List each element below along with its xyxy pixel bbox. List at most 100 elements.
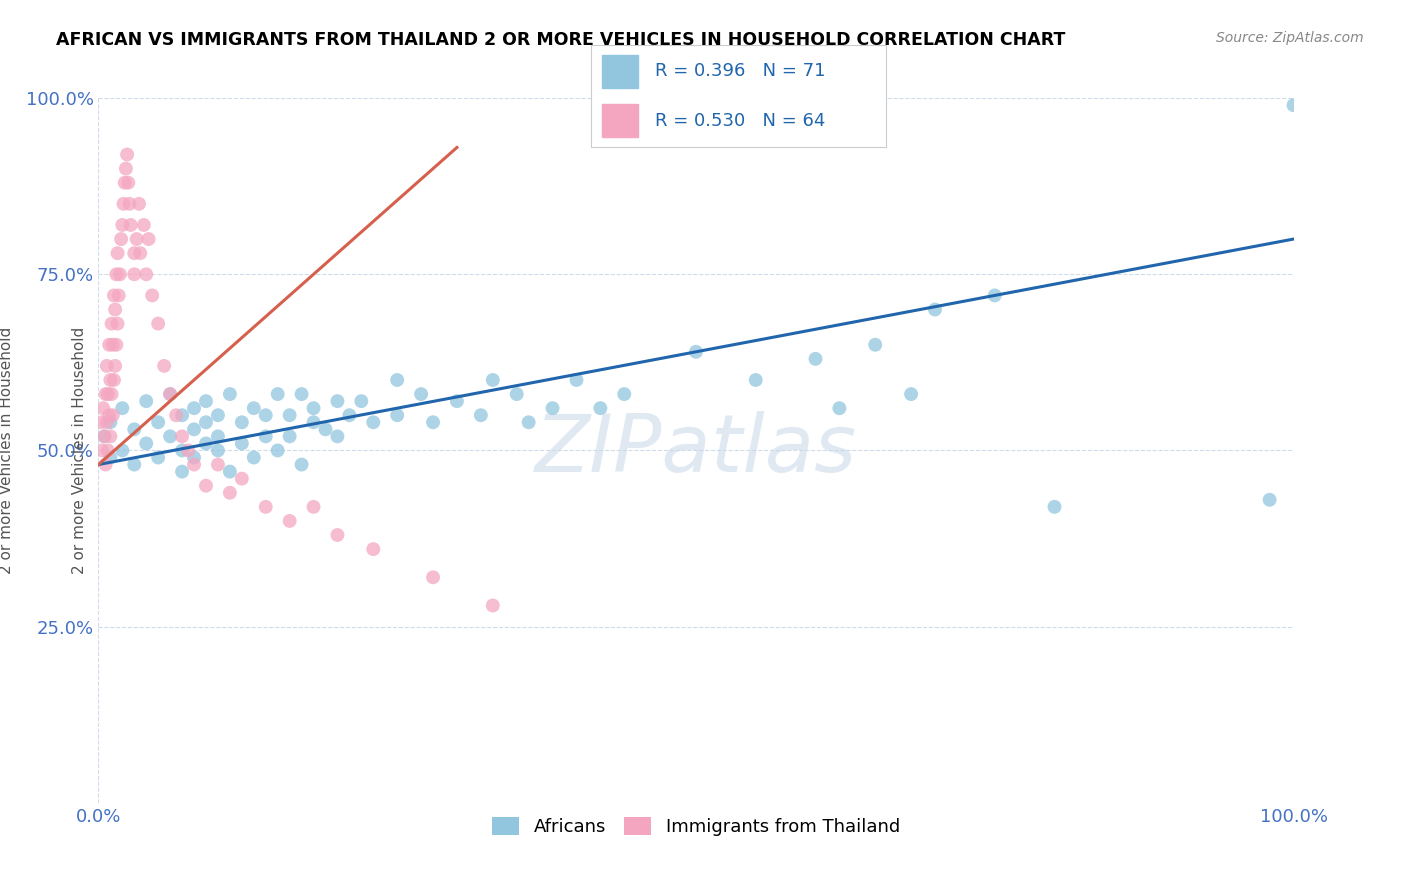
Point <box>98 415 122 429</box>
Point <box>385 408 409 422</box>
Point <box>363 542 385 557</box>
Point <box>172 443 194 458</box>
Point <box>278 514 301 528</box>
Point <box>153 359 176 373</box>
Point <box>104 302 127 317</box>
Point <box>243 450 266 465</box>
Point <box>828 401 851 416</box>
Point <box>339 408 361 422</box>
Point <box>326 528 349 542</box>
Point <box>100 387 122 401</box>
Point <box>278 408 301 422</box>
Point <box>111 401 134 416</box>
Point <box>97 387 120 401</box>
Point <box>685 344 707 359</box>
Point <box>98 408 121 422</box>
Point <box>135 394 157 409</box>
Point <box>231 436 253 450</box>
Point <box>148 317 170 331</box>
Point <box>132 218 155 232</box>
Point <box>219 465 242 479</box>
Point <box>302 500 325 514</box>
Point <box>125 232 148 246</box>
Point <box>111 443 134 458</box>
Point <box>107 288 129 302</box>
Point <box>267 443 290 458</box>
Point <box>804 351 827 366</box>
Point <box>481 373 505 387</box>
Point <box>105 268 128 282</box>
Point <box>172 465 194 479</box>
Point <box>112 197 135 211</box>
Point <box>115 147 138 161</box>
Point <box>98 338 121 352</box>
Point <box>107 246 129 260</box>
Point <box>141 288 163 302</box>
Bar <box>602 55 638 87</box>
Point <box>165 408 187 422</box>
Point <box>148 450 170 465</box>
Point <box>103 373 125 387</box>
Point <box>517 415 540 429</box>
Point <box>107 317 129 331</box>
Point <box>124 268 146 282</box>
Point <box>326 394 349 409</box>
Point <box>128 197 150 211</box>
Point <box>589 401 612 416</box>
Point <box>207 443 229 458</box>
Point <box>183 458 205 472</box>
Point <box>183 450 205 465</box>
Point <box>159 387 181 401</box>
Point <box>101 408 124 422</box>
Point <box>924 302 946 317</box>
Point <box>118 197 141 211</box>
Point <box>98 373 122 387</box>
Bar <box>602 104 638 137</box>
Point <box>114 176 136 190</box>
Point <box>100 317 122 331</box>
Point <box>96 359 118 373</box>
Point <box>207 429 229 443</box>
Point <box>219 387 242 401</box>
Point <box>745 373 768 387</box>
Text: Source: ZipAtlas.com: Source: ZipAtlas.com <box>1216 31 1364 45</box>
Point <box>350 394 373 409</box>
Point <box>103 288 125 302</box>
Point <box>135 436 157 450</box>
Point <box>195 394 218 409</box>
Point <box>422 415 444 429</box>
Point <box>91 443 114 458</box>
Point <box>302 401 325 416</box>
Point <box>115 161 138 176</box>
Point <box>1258 492 1281 507</box>
Point <box>481 599 505 613</box>
Point <box>108 268 131 282</box>
Point <box>159 387 181 401</box>
Point <box>267 387 290 401</box>
Point <box>195 436 218 450</box>
Point <box>101 338 124 352</box>
Point <box>105 338 128 352</box>
Point <box>231 415 253 429</box>
Point <box>94 458 117 472</box>
Point <box>96 415 118 429</box>
Point <box>278 429 301 443</box>
Point <box>446 394 468 409</box>
Point <box>291 458 314 472</box>
Point <box>219 485 242 500</box>
Point <box>565 373 588 387</box>
Point <box>541 401 564 416</box>
Point <box>315 422 337 436</box>
Point <box>506 387 529 401</box>
Point <box>865 338 887 352</box>
Point <box>254 500 277 514</box>
Point <box>124 422 146 436</box>
Point <box>1282 98 1305 112</box>
Text: ZIPatlas: ZIPatlas <box>534 411 858 490</box>
Point <box>411 387 433 401</box>
Point <box>172 429 194 443</box>
Point <box>135 268 157 282</box>
Point <box>302 415 325 429</box>
Point <box>93 429 115 443</box>
Point <box>207 458 229 472</box>
